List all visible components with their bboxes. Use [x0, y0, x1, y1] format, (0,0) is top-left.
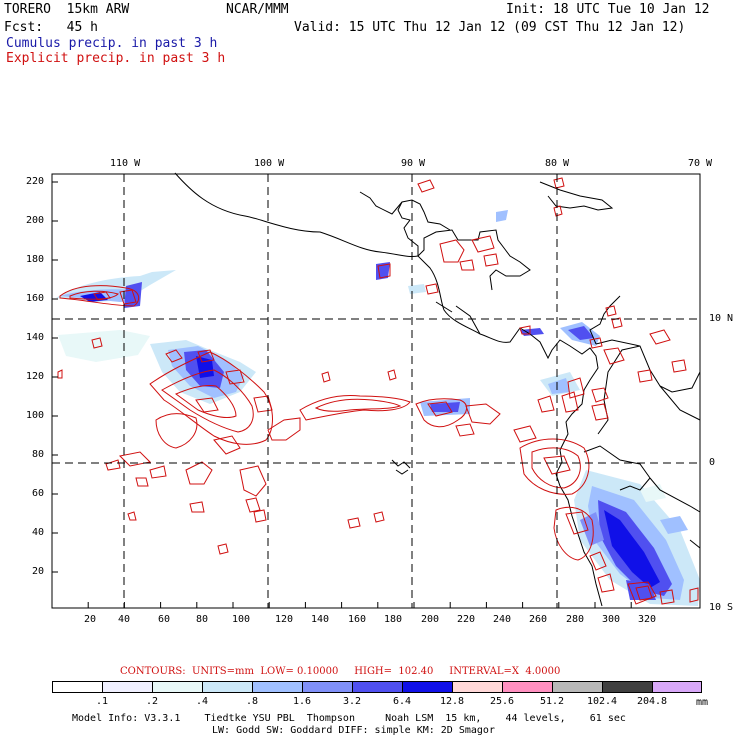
y-tick-label: 40 — [32, 527, 45, 538]
colorbar-swatch — [502, 681, 553, 693]
colorbar-label: 204.8 — [636, 696, 668, 707]
x-tick-label: 40 — [118, 614, 131, 625]
x-tick-label: 220 — [457, 614, 476, 625]
colorbar-label: 51.2 — [539, 696, 565, 707]
cumulus-legend: Cumulus precip. in past 3 h — [6, 36, 218, 51]
colorbar-swatch — [102, 681, 153, 693]
x-tick-label: 260 — [529, 614, 548, 625]
axis-ticks — [52, 181, 632, 608]
lat-label-0: 0 — [709, 457, 716, 468]
colorbar-swatch — [552, 681, 603, 693]
y-tick-label: 140 — [26, 332, 45, 343]
colorbar-label: .1 — [95, 696, 109, 707]
lon-label-90w: 90 W — [401, 158, 426, 169]
colorbar-label: .4 — [195, 696, 209, 707]
colorbar-swatch — [202, 681, 253, 693]
colorbar-swatch — [352, 681, 403, 693]
model-title: TORERO 15km ARW — [4, 2, 130, 17]
map-frame — [51, 173, 701, 609]
x-tick-label: 100 — [232, 614, 251, 625]
lon-label-110w: 110 W — [110, 158, 141, 169]
colorbar-label: 12.8 — [439, 696, 465, 707]
y-tick-label: 80 — [32, 449, 45, 460]
x-tick-label: 200 — [421, 614, 440, 625]
x-tick-label: 280 — [566, 614, 585, 625]
explicit-legend: Explicit precip. in past 3 h — [6, 51, 226, 66]
y-tick-label: 220 — [26, 176, 45, 187]
lat-label-10s: 10 S — [709, 602, 734, 613]
colorbar-swatch — [652, 681, 702, 693]
x-tick-label: 120 — [275, 614, 294, 625]
colorbar-swatch — [602, 681, 653, 693]
y-tick-label: 120 — [26, 371, 45, 382]
x-tick-label: 60 — [158, 614, 171, 625]
colorbar-swatch — [402, 681, 453, 693]
y-tick-label: 200 — [26, 215, 45, 226]
y-tick-label: 20 — [32, 566, 45, 577]
lon-label-80w: 80 W — [545, 158, 570, 169]
x-tick-label: 180 — [384, 614, 403, 625]
colorbar-swatch — [252, 681, 303, 693]
colorbar-label: .2 — [145, 696, 159, 707]
x-tick-label: 300 — [602, 614, 621, 625]
colorbar-label: 6.4 — [392, 696, 412, 707]
colorbar-label: 3.2 — [342, 696, 362, 707]
init-time: Init: 18 UTC Tue 10 Jan 12 — [506, 2, 710, 17]
latlon-grid — [52, 174, 700, 608]
colorbar-swatch — [452, 681, 503, 693]
colorbar-label: .8 — [245, 696, 259, 707]
coastlines — [174, 172, 701, 607]
colorbar-label: 25.6 — [489, 696, 515, 707]
valid-time: Valid: 15 UTC Thu 12 Jan 12 (09 CST Thu … — [294, 20, 686, 35]
x-tick-label: 160 — [348, 614, 367, 625]
forecast-hour: Fcst: 45 h — [4, 20, 98, 35]
model-info-line1: Model Info: V3.3.1 Tiedtke YSU PBL Thomp… — [72, 713, 626, 724]
org-label: NCAR/MMM — [226, 2, 289, 17]
explicit-contours — [57, 177, 699, 605]
x-tick-label: 140 — [311, 614, 330, 625]
colorbar-swatch — [152, 681, 203, 693]
x-tick-label: 80 — [196, 614, 209, 625]
y-tick-label: 160 — [26, 293, 45, 304]
lon-label-100w: 100 W — [254, 158, 285, 169]
y-tick-label: 100 — [26, 410, 45, 421]
colorbar-swatch — [302, 681, 353, 693]
cumulus-shading — [56, 210, 700, 606]
colorbar-unit: mm — [696, 697, 709, 708]
y-tick-label: 60 — [32, 488, 45, 499]
model-info-line2: LW: Godd SW: Goddard DIFF: simple KM: 2D… — [212, 725, 495, 736]
x-tick-label: 320 — [638, 614, 657, 625]
lon-label-70w: 70 W — [688, 158, 713, 169]
x-tick-label: 20 — [84, 614, 97, 625]
x-tick-label: 240 — [493, 614, 512, 625]
y-tick-label: 180 — [26, 254, 45, 265]
colorbar-label: 102.4 — [586, 696, 618, 707]
colorbar-label: 1.6 — [292, 696, 312, 707]
contour-info: CONTOURS: UNITS=mm LOW= 0.10000 HIGH= 10… — [120, 666, 561, 677]
colorbar-swatch — [52, 681, 103, 693]
lat-label-10n: 10 N — [709, 313, 734, 324]
